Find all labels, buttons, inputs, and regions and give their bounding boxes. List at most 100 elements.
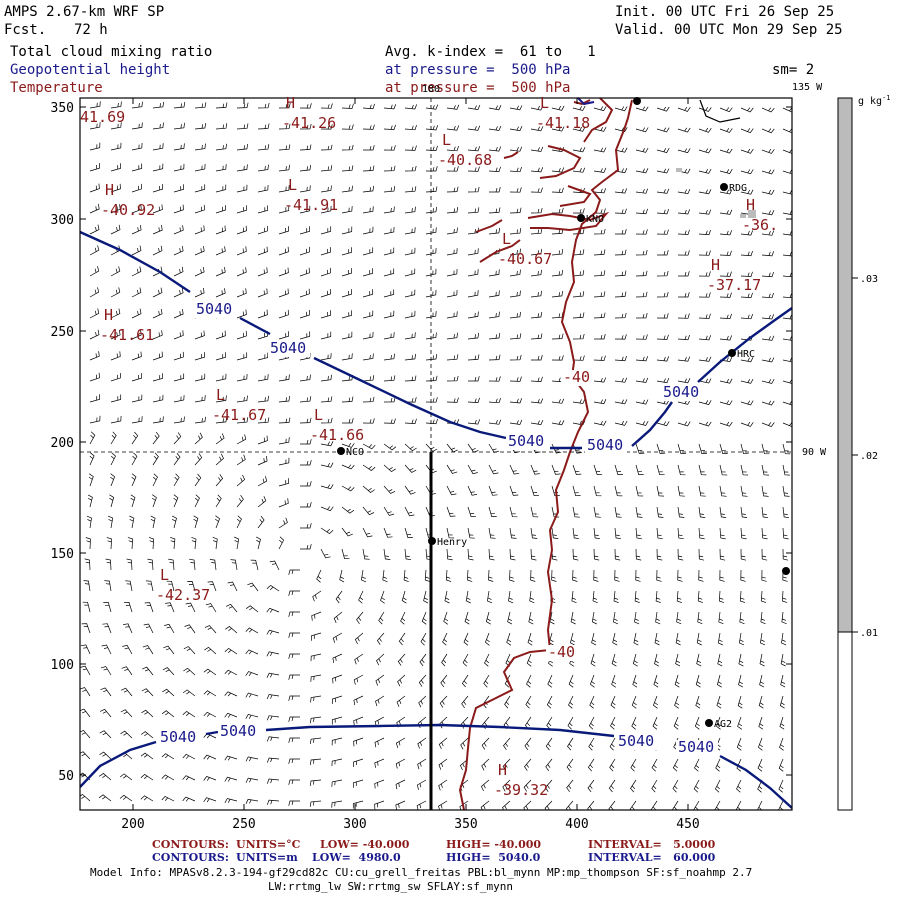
wind-barb: [103, 602, 112, 613]
wind-barb: [212, 536, 218, 550]
wind-barb: [383, 124, 396, 130]
wind-barb: [572, 333, 585, 340]
wind-barb: [89, 163, 100, 172]
wind-barb: [438, 779, 448, 791]
wind-barb: [89, 452, 95, 466]
wind-barb: [572, 506, 580, 518]
wind-barb: [530, 248, 543, 256]
wind-barb: [288, 674, 300, 680]
wind-barb: [635, 313, 648, 319]
contours-height-high: HIGH= 5040.0: [446, 851, 541, 864]
wind-barb: [257, 184, 269, 193]
wind-barb: [488, 105, 502, 111]
wind-barb: [761, 506, 769, 519]
wind-barb: [162, 688, 175, 697]
wind-barb: [593, 270, 606, 277]
wind-barb: [761, 485, 769, 497]
height-contour-line: [719, 754, 792, 809]
extremum-value: -40.92: [101, 201, 155, 219]
wind-barb: [404, 227, 416, 235]
wind-barb: [672, 758, 679, 772]
station-label: KNO: [586, 214, 604, 225]
wind-barb: [467, 311, 479, 319]
wind-barb: [257, 435, 268, 445]
station-dot: [705, 719, 713, 727]
wind-barb: [446, 104, 460, 110]
wind-barb: [215, 102, 228, 109]
wind-barb: [677, 148, 691, 154]
wind-barb: [524, 758, 532, 771]
wind-barb: [693, 779, 700, 793]
wind-barb: [782, 314, 792, 320]
wind-barb: [85, 537, 91, 550]
wind-barb: [89, 329, 100, 340]
wind-barb: [569, 632, 575, 646]
wind-barb: [424, 569, 431, 582]
wind-barb: [761, 464, 770, 476]
wind-barb: [696, 653, 702, 667]
wind-barb: [99, 773, 112, 781]
wind-barb: [629, 800, 637, 810]
wind-barb: [635, 377, 649, 383]
wind-barb: [740, 107, 754, 113]
wind-barb: [782, 485, 790, 497]
temperature-contour-line: [458, 99, 633, 810]
wind-barb: [404, 124, 417, 131]
wind-barb: [782, 357, 792, 363]
wind-barb: [131, 394, 143, 403]
wind-barb: [446, 506, 456, 517]
wind-barb: [530, 376, 543, 382]
wind-barb: [89, 101, 101, 109]
wind-barb: [717, 653, 723, 667]
wind-barb: [656, 548, 663, 561]
wind-barb: [614, 106, 628, 112]
wind-barb: [488, 548, 495, 561]
wind-barb: [278, 498, 289, 508]
wind-barb: [131, 122, 143, 130]
wind-barb: [677, 506, 685, 518]
extremum-type: L: [288, 176, 297, 194]
wind-barb: [356, 611, 364, 625]
wind-barb: [339, 569, 345, 583]
wind-barb: [778, 779, 784, 793]
field-pressure-temp: at pressure = 500 hPa: [385, 80, 571, 96]
wind-barb: [677, 548, 684, 561]
wind-barb: [299, 103, 312, 109]
cloud-patch: [748, 210, 756, 218]
wind-barb: [440, 674, 448, 688]
wind-barb: [446, 125, 460, 131]
wind-barb: [395, 758, 406, 769]
wind-barb: [614, 127, 628, 133]
wind-barb: [740, 378, 754, 384]
wind-barb: [593, 147, 607, 153]
height-label-bg: [268, 341, 310, 357]
wind-barb: [416, 779, 427, 790]
wind-barb: [696, 632, 702, 646]
wind-barb: [131, 224, 142, 235]
wind-barb: [527, 632, 533, 646]
wind-barb: [635, 188, 649, 194]
wind-barb: [782, 293, 792, 299]
wind-barb: [320, 527, 334, 534]
temp-labels: -40 -40: [546, 368, 593, 661]
wind-barb: [614, 188, 628, 194]
wind-barb: [362, 548, 370, 560]
wind-barb: [288, 569, 300, 575]
wind-barb: [383, 206, 395, 214]
wind-barb: [404, 165, 417, 172]
wind-barb: [383, 485, 396, 494]
wind-barb: [421, 611, 427, 625]
wind-barb: [341, 310, 352, 319]
wind-barb: [341, 442, 355, 448]
wind-barb: [383, 375, 396, 382]
wind-barb: [782, 400, 792, 406]
wind-barb: [215, 395, 227, 403]
wind-barb: [467, 146, 481, 152]
wind-barb: [383, 418, 396, 424]
wind-barb: [224, 712, 238, 718]
lon-labels: 180 135 W 90 W: [422, 82, 827, 458]
station-dot: [782, 567, 790, 575]
wind-barb: [404, 206, 416, 214]
extremum-value: -41.26: [282, 114, 336, 132]
wind-barb: [194, 330, 205, 340]
